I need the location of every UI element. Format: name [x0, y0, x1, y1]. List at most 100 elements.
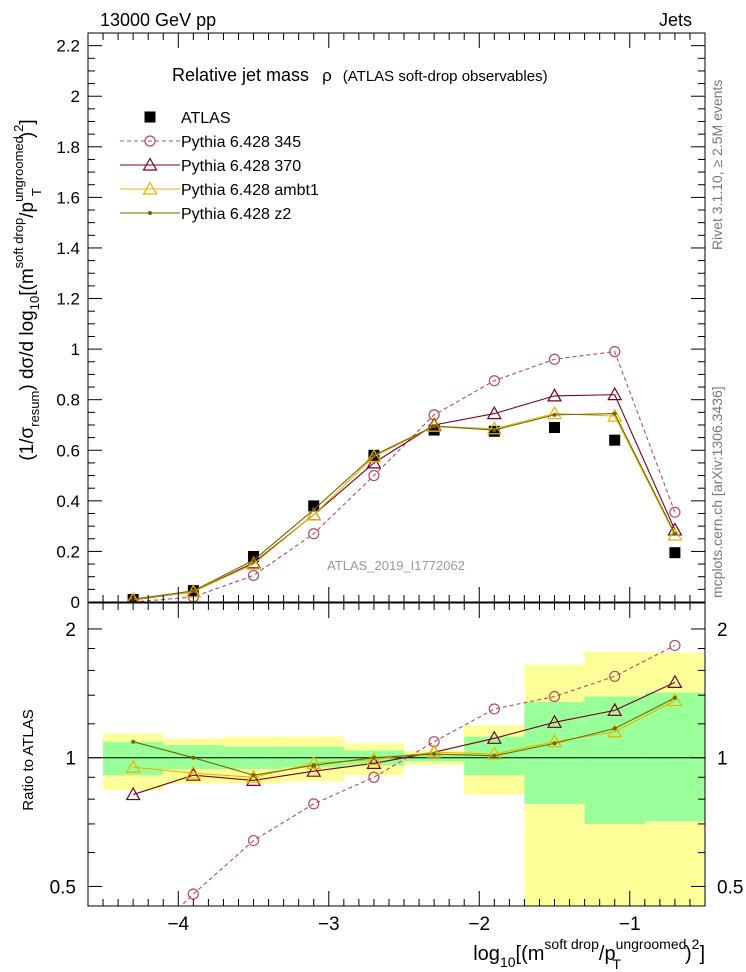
- xlabel-sup3: 2: [692, 936, 700, 952]
- xlabel-sup2: ungroomed: [616, 936, 687, 952]
- main-ytick-label: 2: [71, 87, 80, 106]
- xtick-label: −1: [619, 914, 641, 935]
- xlabel-sub3: T: [612, 956, 621, 972]
- ratio-pythia-6-428-345-point-2: [247, 834, 260, 847]
- ratio-pythia-6-428-z2-point-2: [251, 773, 256, 778]
- ratio-ylabel: Ratio to ATLAS: [20, 709, 37, 810]
- main-ytick-label: 0.6: [56, 441, 80, 460]
- main-ylabel-p1: (1/σ: [17, 427, 38, 461]
- main-pythia-6-428-ambt1-point-8: [607, 408, 623, 422]
- ratio-uncertainty-bands: [103, 651, 705, 906]
- ratio-series-layer: [125, 639, 683, 958]
- ratio-ytick-label: 2: [65, 620, 76, 641]
- ratio-ytick-label-right: 2: [717, 620, 728, 641]
- main-ytick-label: 1.2: [56, 290, 80, 309]
- main-ylabel-p3: [(m: [17, 268, 38, 295]
- main-series-layer: [127, 346, 683, 602]
- ratio-pythia-6-428-370-line: [132, 681, 676, 796]
- legend-pythia-6-428-345-marker: [144, 135, 156, 147]
- main-ylabel-sub2: 10: [27, 296, 42, 310]
- ratio-pythia-6-428-370-point-4: [366, 755, 382, 769]
- main-ytick-label: 2.2: [56, 37, 80, 56]
- legend-pythia-6-428-370-marker: [142, 157, 158, 171]
- main-pythia-6-428-ambt1-point-2: [246, 556, 262, 570]
- legend-atlas-marker: [144, 111, 156, 123]
- ratio-pythia-6-428-z2-point-3: [311, 763, 316, 768]
- ratio-band-inner-0: [103, 741, 164, 776]
- main-pythia-6-428-345-point-7: [548, 353, 561, 365]
- ratio-pythia-6-428-ambt1-point-3: [306, 755, 322, 769]
- ratio-band-inner-7: [524, 701, 585, 804]
- main-pythia-6-428-345-point-9: [669, 506, 681, 518]
- side-mcplots-label: mcplots.cern.ch [arXiv:1306.3436]: [709, 386, 725, 598]
- xtick-label: −3: [318, 914, 340, 935]
- main-pythia-6-428-370-line: [133, 394, 676, 601]
- analysis-id-label: ATLAS_2019_I1772062: [327, 558, 465, 573]
- chart-title-symbol: ρ: [322, 66, 332, 85]
- main-ylabel-p5: ): [17, 132, 38, 138]
- legend-atlas-label: ATLAS: [181, 110, 231, 127]
- ratio-pythia-6-428-z2-point-1: [191, 755, 196, 760]
- ratio-pythia-6-428-ambt1-point-1: [185, 765, 201, 779]
- main-ytick-label: 0: [71, 593, 80, 612]
- main-pythia-6-428-ambt1-line: [133, 413, 676, 601]
- ratio-pythia-6-428-z2-point-4: [371, 755, 376, 760]
- ratio-pythia-6-428-ambt1-point-2: [246, 769, 262, 783]
- side-rivet-label: Rivet 3.1.10, ≥ 2.5M events: [709, 80, 725, 250]
- xlabel-p5: ]: [699, 943, 705, 965]
- main-ylabel-p4: /p: [17, 202, 38, 218]
- main-pythia-6-428-ambt1-point-5: [426, 418, 442, 432]
- main-pythia-6-428-ambt1-point-9: [667, 527, 683, 541]
- xlabel-p2: [(m: [516, 943, 545, 965]
- ratio-ytick-label-right: 0.5: [717, 877, 743, 898]
- main-pythia-6-428-z2-point-5: [432, 424, 437, 429]
- ratio-pythia-6-428-z2-point-9: [672, 695, 677, 700]
- chart-title-sub: (ATLAS soft-drop observables): [343, 68, 548, 85]
- ratio-pythia-6-428-345-point-7: [548, 690, 561, 703]
- main-ytick-label: 1.8: [56, 138, 80, 157]
- ratio-ytick-label: 1: [65, 749, 76, 770]
- main-pythia-6-428-z2-line: [133, 413, 676, 600]
- main-pythia-6-428-z2-point-1: [191, 588, 196, 593]
- xlabel-sup1: soft drop: [544, 936, 599, 952]
- ratio-pythia-6-428-345-line: [180, 644, 676, 906]
- main-pythia-6-428-z2-point-6: [492, 428, 497, 433]
- main-pythia-6-428-345-line: [133, 351, 676, 602]
- ratio-pythia-6-428-ambt1-point-8: [607, 724, 623, 738]
- xtick-label: −2: [468, 914, 490, 935]
- ratio-pythia-6-428-370-point-9: [667, 674, 683, 688]
- main-pythia-6-428-ambt1-point-3: [306, 507, 322, 521]
- x-axis-label: log10[(msoft drop/pungroomed T)2]: [473, 936, 705, 972]
- main-frame: [87, 32, 706, 603]
- main-pythia-6-428-z2-point-3: [311, 507, 316, 512]
- main-ytick-label: 1: [71, 340, 80, 359]
- ratio-pythia-6-428-z2-point-5: [432, 752, 437, 757]
- axis-ticks: [88, 33, 705, 906]
- xlabel-p3: /p: [599, 943, 616, 965]
- ratio-pythia-6-428-z2-point-7: [552, 741, 557, 746]
- main-pythia-6-428-370-point-5: [426, 417, 442, 431]
- ratio-pythia-6-428-z2-line: [133, 697, 676, 776]
- ratio-pythia-6-428-z2-point-6: [492, 753, 497, 758]
- xlabel-p1: log: [473, 943, 500, 965]
- axis-tick-labels: 0 0.2 0.4 0.6 0.8 1 1.2 1.4 1.6 1.8 2 2.2 −4 −3 −2 −1 0.…: [50, 37, 744, 935]
- main-pythia-6-428-345-point-4: [368, 469, 380, 482]
- main-pythia-6-428-345-point-3: [308, 528, 320, 540]
- ratio-pythia-6-428-370-point-0: [125, 786, 141, 801]
- main-pythia-6-428-z2-point-2: [251, 558, 256, 563]
- main-ytick-label: 1.4: [56, 239, 80, 258]
- ratio-pythia-6-428-345-point-3: [308, 798, 320, 810]
- main-pythia-6-428-345-point-6: [488, 375, 500, 387]
- ratio-pythia-6-428-370-point-7: [546, 714, 563, 728]
- main-ytick-label: 0.8: [56, 391, 80, 410]
- xtick-label: −4: [167, 914, 189, 935]
- legend-pythia-6-428-z2-marker: [148, 211, 152, 215]
- main-ylabel-sub3: T: [29, 188, 44, 196]
- legend-pythia-6-428-370-label: Pythia 6.428 370: [181, 158, 301, 175]
- process-label: Jets: [659, 10, 692, 30]
- ratio-ytick-label-right: 1: [717, 749, 728, 770]
- ratio-pythia-6-428-345-point-0: [128, 948, 138, 958]
- main-ylabel-sup1: soft drop: [11, 218, 26, 269]
- chart-title: Relative jet mass ρ (ATLAS soft-drop obs…: [172, 65, 548, 85]
